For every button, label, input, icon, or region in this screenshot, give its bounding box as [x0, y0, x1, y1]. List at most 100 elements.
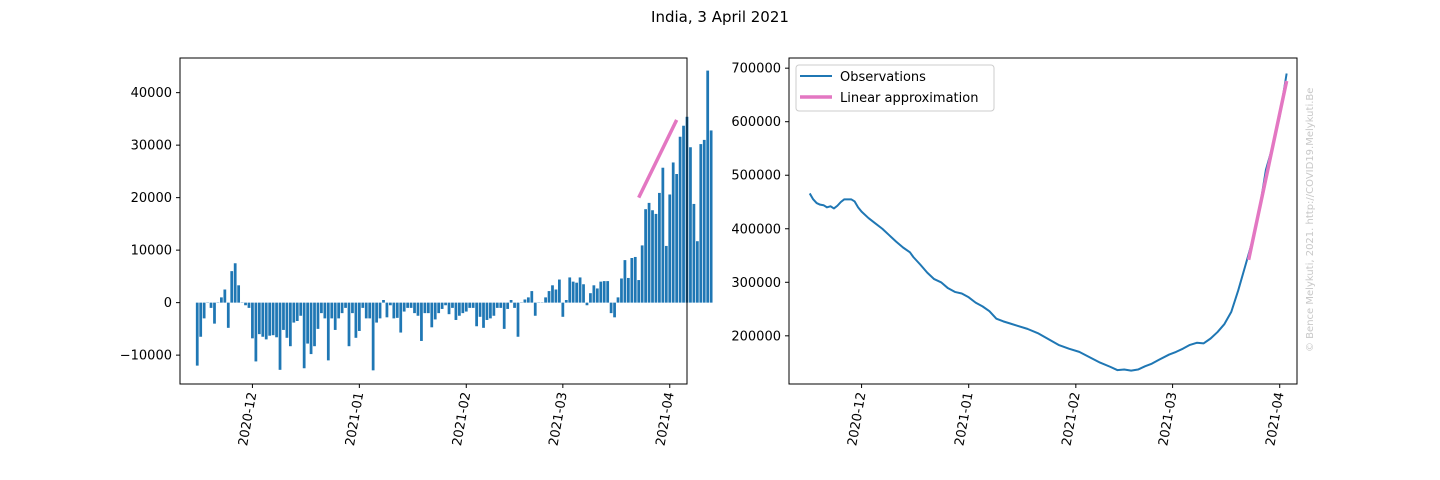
bar: [406, 302, 410, 308]
y-tick-label: 500000: [731, 169, 781, 184]
bar: [689, 147, 692, 303]
bar: [399, 302, 403, 333]
x-tick-label: 2020-12: [236, 391, 260, 447]
plot-frame: [788, 57, 1298, 385]
bar: [513, 302, 516, 308]
bar: [675, 174, 679, 303]
bar: [613, 302, 616, 318]
bar: [668, 194, 672, 303]
bar: [271, 302, 275, 336]
bar: [571, 281, 575, 303]
x-tick-label: 2020-12: [845, 391, 869, 447]
bar: [368, 302, 372, 319]
observations-line: [808, 73, 1288, 372]
bar: [364, 302, 368, 319]
bar: [637, 280, 641, 303]
x-tick-label: 2021-01: [343, 391, 367, 447]
x-tick-label: 2021-03: [547, 391, 571, 447]
bar: [475, 302, 478, 327]
bar: [554, 289, 558, 303]
bar: [306, 302, 309, 344]
bar: [316, 302, 320, 329]
bar: [247, 302, 251, 308]
bar: [330, 302, 334, 319]
bar: [692, 203, 696, 303]
bar: [351, 302, 354, 314]
bar: [609, 302, 613, 314]
bar: [275, 302, 278, 338]
bar: [616, 297, 620, 303]
x-tick-label: 2021-01: [952, 391, 976, 447]
bar: [468, 302, 472, 308]
y-tick-label: 0: [164, 296, 172, 311]
bar: [309, 302, 313, 355]
bar: [599, 281, 603, 303]
bar: [209, 302, 213, 308]
bar: [647, 202, 651, 303]
bar: [213, 302, 216, 324]
y-tick-label: 200000: [731, 329, 781, 344]
bar: [664, 245, 668, 303]
linear-approximation-line: [637, 119, 679, 199]
bar: [644, 209, 647, 303]
bar: [699, 144, 703, 303]
bar: [564, 300, 568, 303]
bar: [509, 300, 513, 303]
bar: [526, 297, 530, 303]
bar: [461, 302, 465, 314]
bar: [347, 302, 351, 347]
bar: [471, 302, 475, 308]
bar: [544, 297, 547, 303]
x-tick-label: 2021-02: [1060, 391, 1084, 447]
bar: [478, 302, 482, 317]
y-tick-label: 600000: [731, 115, 781, 130]
bar: [402, 302, 406, 312]
bar: [268, 302, 272, 336]
legend-label-observations: Observations: [840, 70, 926, 85]
bar: [658, 192, 661, 303]
bar: [295, 302, 299, 322]
bar: [326, 302, 330, 361]
bar: [578, 277, 582, 303]
bar: [226, 302, 230, 328]
bar: [671, 162, 675, 303]
bar: [499, 302, 503, 308]
bar: [626, 277, 630, 303]
bar: [606, 281, 610, 303]
x-axis-ticks: 2020-12 2021-01 2021-02 2021-03 2021-04: [236, 384, 678, 447]
bar: [440, 302, 444, 309]
bar: [220, 297, 223, 303]
active-cases-line-chart: 200000 300000 400000 500000 600000 700000 202…: [731, 57, 1298, 447]
bar: [633, 256, 637, 303]
bar: [533, 302, 537, 316]
bar: [395, 302, 399, 318]
bar: [389, 302, 392, 306]
bar: [237, 285, 241, 303]
y-tick-label: 20000: [131, 191, 172, 206]
daily-change-bar-chart: −10000 0 10000 20000 30000 40000 2020-12 2021-…: [120, 57, 713, 447]
bar: [361, 302, 365, 308]
bar: [602, 281, 606, 303]
bar: [257, 302, 261, 335]
legend-box: [795, 64, 995, 112]
legend: Observations Linear approximation: [795, 64, 995, 112]
bar: [199, 302, 203, 337]
y-axis-ticks: −10000 0 10000 20000 30000 40000: [120, 86, 180, 364]
bar: [223, 289, 227, 303]
bar: [323, 302, 327, 319]
bar: [202, 302, 206, 319]
bar: [561, 302, 565, 317]
bar: [464, 302, 468, 312]
series-lines: [808, 73, 1289, 372]
bar: [702, 139, 706, 303]
bar: [447, 302, 451, 315]
bar: [282, 302, 285, 330]
bar: [437, 302, 441, 314]
bar: [302, 302, 306, 369]
bar: [254, 302, 258, 362]
bar: [264, 302, 268, 340]
bar: [392, 302, 396, 319]
y-tick-label: 400000: [731, 222, 781, 237]
linear-approximation-line: [1246, 80, 1289, 261]
